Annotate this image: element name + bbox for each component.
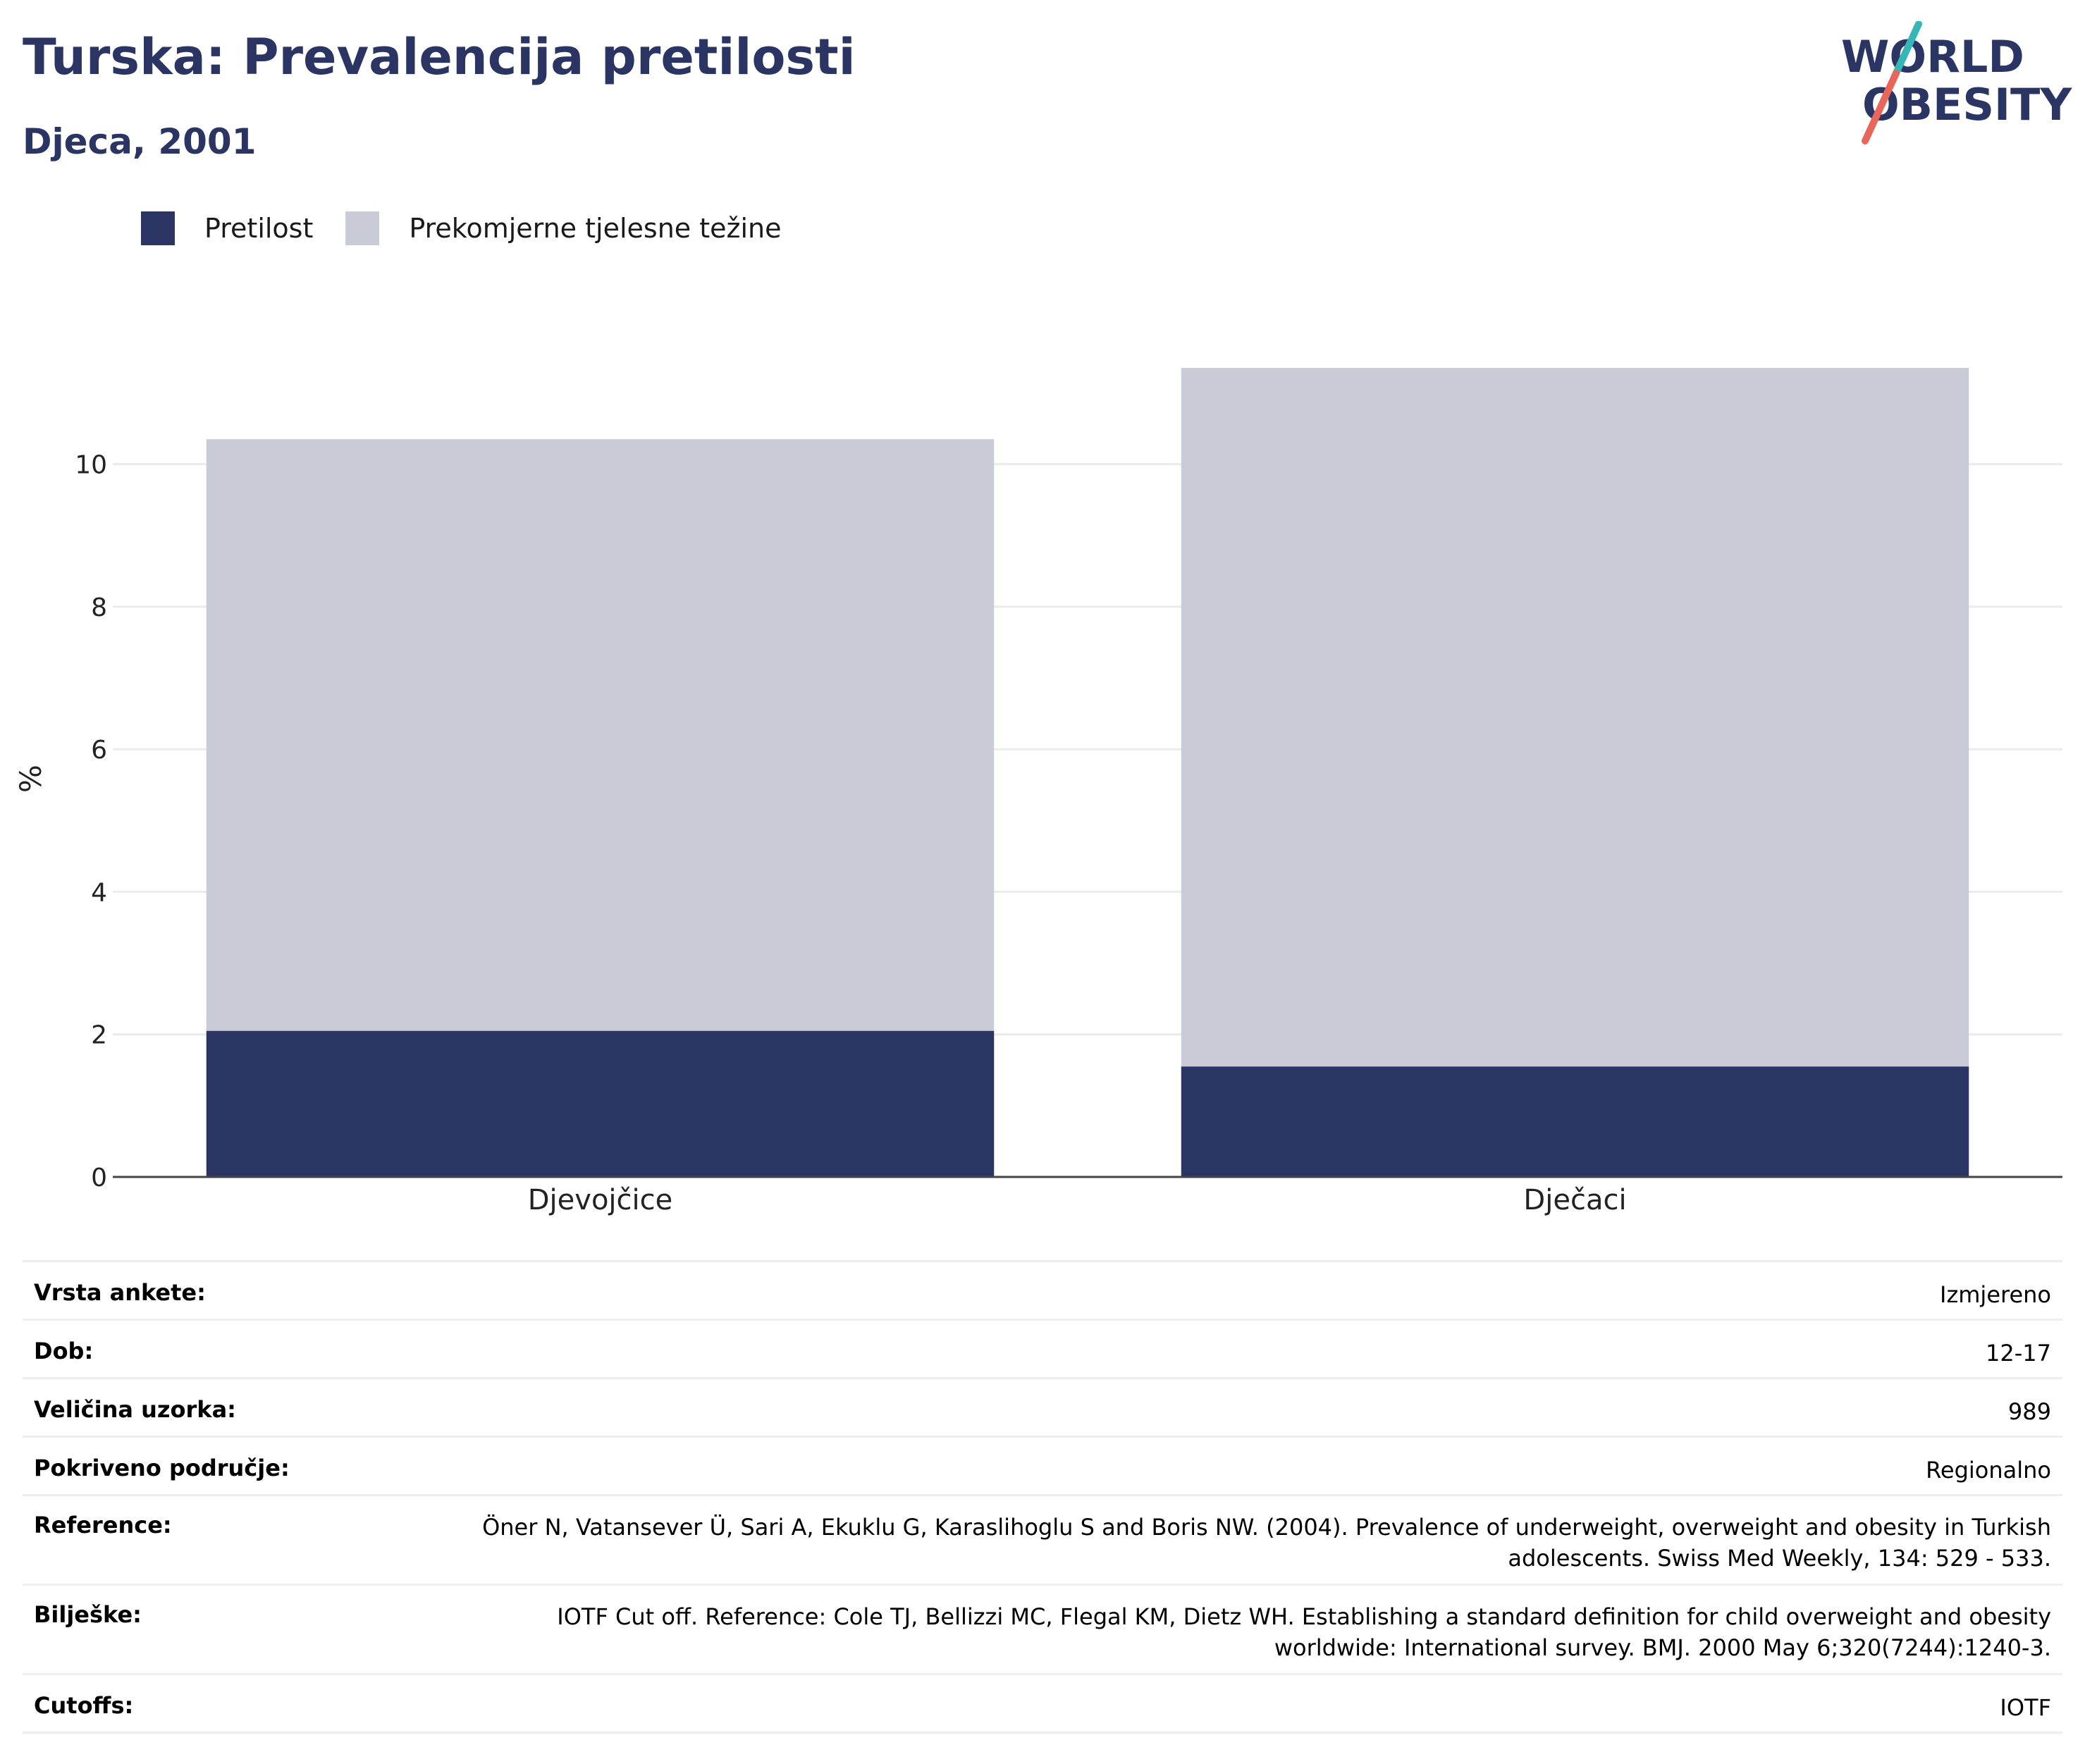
logo-slash-coral [1862,70,1900,144]
y-tick-label: 8 [91,593,107,622]
meta-value-sample-size: 989 [2007,1398,2051,1425]
meta-value-age: 12-17 [1986,1340,2051,1367]
y-tick-label: 4 [91,878,107,907]
logo-line-1: WORLD [1841,31,2024,82]
meta-value-notes: IOTF Cut off. Reference: Cole TJ, Belliz… [557,1603,2051,1661]
table-row: Veličina uzorka: 989 [23,1378,2062,1437]
meta-label-age: Dob: [34,1338,94,1364]
bar-chart: 0 2 4 6 8 10 Djevojčice Dječaci% [13,368,2062,1216]
bar-pretilost-0[interactable] [206,1030,995,1177]
y-tick-label: 10 [75,451,107,480]
meta-value-references: Öner N, Vatansever Ü, Sari A, Ekuklu G, … [482,1514,2051,1572]
y-axis-title: % [13,765,48,793]
legend-swatch-pretilost [141,211,175,245]
x-category-label: Djevojčice [528,1184,673,1216]
logo-line-2: OBESITY [1862,79,2072,130]
y-tick-label: 0 [91,1164,107,1192]
meta-label-area-covered: Pokriveno područje: [34,1455,290,1481]
table-row: Reference: Öner N, Vatansever Ü, Sari A,… [23,1495,2062,1585]
legend-swatch-prekomjerne [345,211,380,245]
chart-subtitle: Djeca, 2001 [23,121,257,162]
meta-label-survey-type: Vrsta ankete: [34,1279,206,1306]
legend-item-pretilost[interactable]: Pretilost [141,211,313,245]
meta-value-survey-type: Izmjereno [1940,1281,2051,1308]
table-row: Pokriveno područje: Regionalno [23,1436,2062,1495]
meta-label-cutoffs: Cutoffs: [34,1692,134,1719]
legend-label: Prekomjerne tjelesne težine [409,213,782,244]
bar-pretilost-1[interactable] [1181,1066,1969,1177]
chart-legend: Pretilost Prekomjerne tjelesne težine [141,210,814,247]
legend-item-prekomjerne[interactable]: Prekomjerne tjelesne težine [345,211,782,245]
meta-label-references: Reference: [34,1512,172,1538]
table-row: Dob: 12-17 [23,1319,2062,1378]
table-row: Bilješke: IOTF Cut off. Reference: Cole … [23,1584,2062,1674]
table-row: Cutoffs: IOTF [23,1674,2062,1733]
meta-label-sample-size: Veličina uzorka: [34,1396,236,1423]
meta-label-notes: Bilješke: [34,1601,142,1628]
world-obesity-logo: WORLD OBESITY [1841,21,2072,144]
chart-title: Turska: Prevalencija pretilosti [23,28,856,86]
meta-value-area-covered: Regionalno [1926,1457,2051,1484]
logo-slash-teal [1891,21,1922,80]
x-category-label: Dječaci [1523,1184,1626,1216]
bar-prekomjerne-0[interactable] [206,439,995,1031]
table-row: Vrsta ankete: Izmjereno [23,1261,2062,1320]
meta-value-cutoffs: IOTF [2000,1694,2051,1721]
legend-label: Pretilost [204,213,314,244]
y-tick-label: 2 [91,1021,107,1050]
survey-metadata-table: Vrsta ankete: Izmjereno Dob: 12-17 Velič… [23,1260,2062,1734]
axes: 0 2 4 6 8 10 Djevojčice Dječaci% [13,451,2062,1216]
bar-prekomjerne-1[interactable] [1181,368,1969,1067]
bars [206,368,1969,1177]
y-tick-label: 6 [91,736,107,765]
